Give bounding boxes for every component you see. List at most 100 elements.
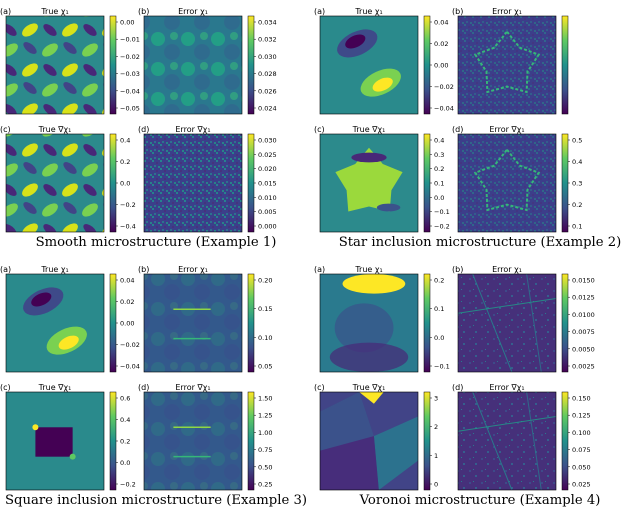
- colorbar-tick-label: 0.75: [258, 446, 272, 454]
- panel-letter: (b): [452, 7, 463, 16]
- colorbar: [561, 15, 569, 115]
- colorbar-tick-label: −0.01: [120, 36, 140, 44]
- colorbar-tick-label: 0.1: [434, 180, 444, 188]
- colorbar-tick-label: 0.15: [258, 305, 272, 313]
- caption-example-2: Star inclusion microstructure (Example 2…: [338, 235, 622, 250]
- colorbar-tick-label: 0: [434, 481, 438, 489]
- colorbar-tick-label: 0.032: [258, 36, 277, 44]
- colorbar-tick-label: 0.2: [120, 438, 130, 446]
- colorbar-tick-label: 0.028: [258, 70, 277, 78]
- caption-example-3: Square inclusion microstructure (Example…: [4, 493, 307, 508]
- example-3-panel-d: (d) Error ∇χ₁ 1.50 1.25 1.00 0.75 0.50 0.25: [138, 383, 272, 491]
- panel-title: True χ₁: [354, 7, 382, 16]
- colorbar-tick-label: −0.02: [120, 53, 140, 61]
- colorbar-tick-label: 0.0075: [572, 328, 595, 336]
- colorbar-tick-label: −0.4: [120, 223, 136, 231]
- colorbar: [247, 133, 255, 233]
- heatmap-frame: [457, 273, 557, 373]
- panel-letter: (d): [452, 383, 463, 392]
- heatmap-frame: [319, 133, 419, 233]
- panel-title: True χ₁: [354, 265, 382, 274]
- colorbar-tick-label: 0.4: [120, 137, 130, 145]
- colorbar-tick-label: −0.02: [434, 83, 454, 91]
- panel-letter: (c): [314, 383, 325, 392]
- colorbar-tick-label: −0.2: [120, 481, 136, 489]
- colorbar: [247, 391, 255, 491]
- panel-title: Error ∇χ₁: [489, 383, 524, 392]
- heatmap-frame: [5, 391, 105, 491]
- colorbar-tick-label: 0.030: [258, 137, 277, 145]
- colorbar-tick-label: 0.00: [120, 19, 134, 27]
- colorbar-tick-label: 0.50: [258, 463, 272, 471]
- colorbar: [423, 273, 431, 373]
- colorbar-tick-label: 1: [434, 452, 438, 460]
- colorbar-tick-label: 0.030: [258, 53, 277, 61]
- colorbar-tick-label: 0.0100: [572, 311, 595, 319]
- heatmap-frame: [143, 15, 243, 115]
- panel-title: Error χ₁: [178, 265, 208, 274]
- colorbar: [561, 133, 569, 233]
- heatmap-frame: [5, 273, 105, 373]
- colorbar: [561, 273, 569, 373]
- example-4-panel-c: (c) True ∇χ₁ 3 2 1 0: [314, 383, 438, 491]
- colorbar: [109, 133, 117, 233]
- colorbar: [423, 133, 431, 233]
- panel-letter: (b): [452, 265, 463, 274]
- panel-letter: (b): [138, 7, 149, 16]
- colorbar-tick-label: −0.2: [434, 223, 450, 231]
- panel-title: Error ∇χ₁: [489, 125, 524, 134]
- example-2-panel-d: (d) Error ∇χ₁ 0.5 0.4 0.3 0.2 0.1: [452, 125, 582, 233]
- colorbar: [247, 15, 255, 115]
- colorbar-tick-label: 0.150: [572, 395, 591, 403]
- example-3-panel-c: (c) True ∇χ₁ 0.6 0.4 0.2 0.0 −0.2: [0, 383, 136, 491]
- colorbar-tick-label: −0.03: [120, 70, 140, 78]
- panel-title: True ∇χ₁: [352, 383, 386, 392]
- heatmap-frame: [5, 133, 105, 233]
- heatmap-frame: [457, 133, 557, 233]
- colorbar-tick-label: 0.2: [434, 165, 444, 173]
- colorbar-tick-label: 0.0125: [572, 294, 595, 302]
- colorbar-tick-label: 0.0050: [572, 345, 595, 353]
- colorbar-tick-label: 0.020: [258, 165, 277, 173]
- colorbar-tick-label: 0.25: [258, 481, 272, 489]
- heatmap-frame: [143, 273, 243, 373]
- panel-title: True χ₁: [40, 265, 68, 274]
- colorbar-tick-label: 0.075: [572, 446, 591, 454]
- example-4-panel-d: (d) Error ∇χ₁ 0.150 0.125 0.100 0.075 0.050 0.0…: [452, 383, 591, 491]
- colorbar-tick-label: 0.0: [434, 194, 444, 202]
- colorbar-tick-label: 0.024: [258, 105, 277, 113]
- colorbar-tick-label: 0.015: [258, 180, 277, 188]
- example-3-panel-b: (b) Error χ₁ 0.20 0.15 0.10 0.05: [138, 265, 272, 373]
- colorbar-tick-label: 0.000: [258, 223, 277, 231]
- panel-letter: (a): [0, 265, 11, 274]
- colorbar-tick-label: −0.05: [120, 105, 140, 113]
- panel-title: Error χ₁: [492, 265, 522, 274]
- colorbar-tick-label: 0.0: [120, 180, 130, 188]
- colorbar-tick-label: 0.0150: [572, 277, 595, 285]
- panel-title: True ∇χ₁: [38, 125, 72, 134]
- example-1-panel-a: (a) True χ₁ 0.00 −0.01 −0.02 −0.03 −0.04 −0.05: [0, 7, 140, 115]
- panel-letter: (d): [138, 125, 149, 134]
- example-3-panel-a: (a) True χ₁ 0.04 0.02 0.00 −0.02 −0.04: [0, 265, 140, 373]
- colorbar-tick-label: 0.4: [120, 416, 130, 424]
- panel-letter: (d): [138, 383, 149, 392]
- colorbar-tick-label: 1.50: [258, 395, 272, 403]
- colorbar: [561, 391, 569, 491]
- colorbar-tick-label: 0.3: [572, 180, 582, 188]
- panel-title: Error χ₁: [492, 7, 522, 16]
- panel-letter: (c): [314, 125, 325, 134]
- colorbar-tick-label: 0.125: [572, 412, 591, 420]
- colorbar: [109, 15, 117, 115]
- panel-letter: (c): [0, 383, 11, 392]
- panel-title: True ∇χ₁: [352, 125, 386, 134]
- colorbar-tick-label: −0.02: [120, 341, 140, 349]
- colorbar-tick-label: 0.026: [258, 87, 277, 95]
- caption-example-4: Voronoi microstructure (Example 4): [359, 493, 601, 508]
- colorbar-tick-label: 0.0025: [572, 363, 595, 371]
- colorbar-tick-label: 3: [434, 395, 438, 403]
- colorbar-tick-label: 0.025: [572, 481, 591, 489]
- colorbar-tick-label: 0.2: [120, 158, 130, 166]
- colorbar-tick-label: 0.6: [120, 395, 130, 403]
- example-2-panel-c: (c) True ∇χ₁ 0.4 0.3 0.2 0.1 0.0 −0.1 −0.2: [314, 125, 450, 233]
